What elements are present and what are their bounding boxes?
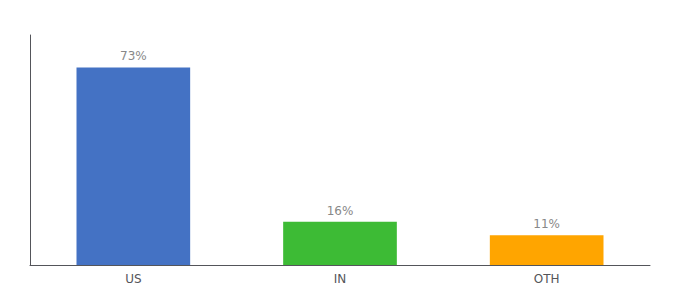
svg-text:IN: IN bbox=[334, 272, 347, 286]
svg-text:73%: 73% bbox=[120, 49, 147, 63]
svg-text:11%: 11% bbox=[533, 217, 560, 231]
svg-text:US: US bbox=[125, 272, 141, 286]
svg-text:OTH: OTH bbox=[534, 272, 560, 286]
svg-text:16%: 16% bbox=[327, 204, 354, 218]
